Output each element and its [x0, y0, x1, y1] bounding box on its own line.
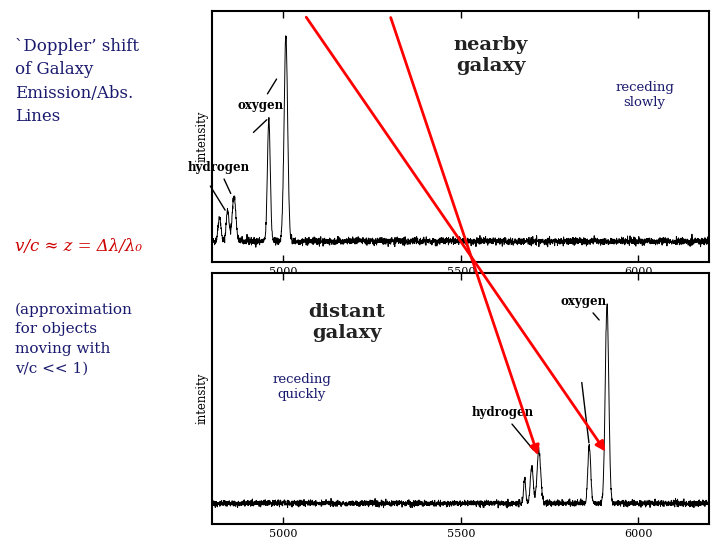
- Y-axis label: intensity: intensity: [195, 111, 208, 162]
- Text: oxygen: oxygen: [238, 79, 284, 112]
- Text: distant
galaxy: distant galaxy: [308, 303, 385, 342]
- Text: receding
quickly: receding quickly: [272, 373, 331, 401]
- Text: hydrogen: hydrogen: [472, 406, 534, 450]
- Text: nearby
galaxy: nearby galaxy: [454, 36, 528, 75]
- Text: `Doppler’ shift
of Galaxy
Emission/Abs.
Lines: `Doppler’ shift of Galaxy Emission/Abs. …: [15, 38, 139, 125]
- Y-axis label: intensity: intensity: [195, 373, 208, 424]
- Text: hydrogen: hydrogen: [187, 161, 250, 193]
- Text: oxygen: oxygen: [560, 295, 606, 320]
- Text: (approximation
for objects
moving with
v/c << 1): (approximation for objects moving with v…: [15, 302, 132, 375]
- Text: receding
slowly: receding slowly: [615, 81, 674, 109]
- X-axis label: wavelength (in angstroms)   λ: wavelength (in angstroms) λ: [372, 282, 549, 295]
- Text: v/c ≈ z = Δλ/λ₀: v/c ≈ z = Δλ/λ₀: [15, 238, 142, 254]
